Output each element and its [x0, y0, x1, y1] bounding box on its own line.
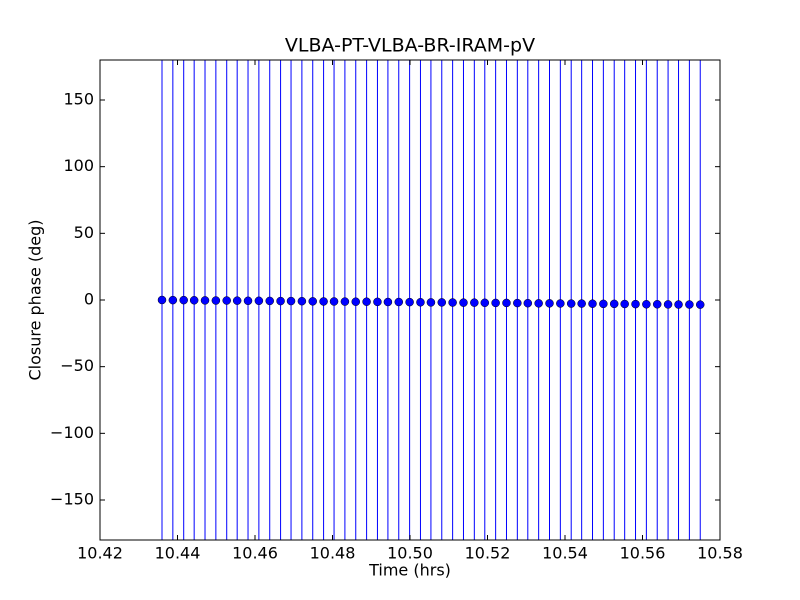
data-point	[577, 299, 586, 308]
data-point	[416, 298, 425, 307]
data-point	[426, 298, 436, 307]
data-point	[362, 297, 371, 306]
data-point	[157, 295, 167, 305]
x-tick-label: 10.46	[232, 544, 278, 563]
data-point	[168, 295, 178, 305]
data-point	[513, 298, 522, 308]
data-point	[588, 299, 597, 308]
data-point	[254, 296, 264, 306]
data-point	[308, 297, 317, 306]
data-point	[631, 299, 640, 309]
data-point	[232, 296, 242, 305]
data-point	[448, 298, 457, 307]
data-point	[200, 296, 210, 305]
y-tick-label: 50	[74, 223, 94, 242]
x-tick-label: 10.48	[310, 544, 356, 563]
data-point	[383, 297, 393, 307]
data-point	[556, 299, 565, 308]
data-point	[491, 298, 500, 308]
data-point	[373, 297, 382, 307]
data-point	[534, 299, 543, 308]
y-tick-label: 0	[84, 290, 94, 309]
chart-title: VLBA-PT-VLBA-BR-IRAM-pV	[285, 35, 535, 57]
data-point	[189, 296, 199, 305]
data-point	[286, 296, 296, 306]
data-point	[340, 297, 350, 306]
x-tick-label: 10.58	[697, 544, 743, 563]
plot-area	[157, 60, 705, 540]
x-axis-label: Time (hrs)	[368, 561, 451, 580]
x-tick-label: 10.44	[155, 544, 201, 563]
x-tick-label: 10.54	[542, 544, 588, 563]
data-point	[437, 298, 447, 307]
data-point	[642, 300, 651, 309]
axes: 10.42 10.44 10.46 10.48 10.50 10.52 10.54 10.56…	[50, 59, 743, 563]
y-axis-label: Closure phase (deg)	[26, 219, 45, 380]
data-point	[480, 298, 490, 308]
data-point	[470, 298, 479, 307]
data-point	[674, 300, 683, 309]
data-point	[566, 299, 576, 308]
data-point	[599, 299, 608, 309]
y-tick-label: −100	[50, 423, 94, 442]
y-tick-label: −150	[50, 490, 94, 509]
data-point	[319, 297, 328, 306]
data-point	[222, 296, 231, 305]
data-point	[523, 298, 533, 308]
data-point	[459, 298, 468, 307]
data-point	[243, 296, 253, 306]
data-point	[265, 296, 274, 306]
data-point	[394, 297, 404, 307]
data-point	[620, 299, 629, 309]
data-point	[695, 300, 705, 309]
data-point	[329, 297, 339, 306]
data-point	[685, 300, 694, 309]
data-point	[297, 296, 307, 306]
x-tick-label: 10.42	[77, 544, 123, 563]
y-tick-label: 100	[63, 156, 94, 175]
data-point	[211, 296, 221, 305]
data-point	[179, 295, 188, 305]
y-tick-label: 150	[63, 90, 94, 109]
data-point	[276, 296, 285, 306]
x-tick-label: 10.52	[465, 544, 511, 563]
data-point	[351, 297, 360, 306]
data-point	[652, 300, 662, 309]
y-tick-label: −50	[60, 356, 94, 375]
data-point	[663, 300, 673, 309]
x-tick-label: 10.50	[387, 544, 433, 563]
data-point	[405, 297, 414, 307]
data-point	[609, 299, 619, 309]
data-point	[545, 299, 554, 308]
x-tick-label: 10.56	[620, 544, 666, 563]
data-point	[502, 298, 511, 308]
